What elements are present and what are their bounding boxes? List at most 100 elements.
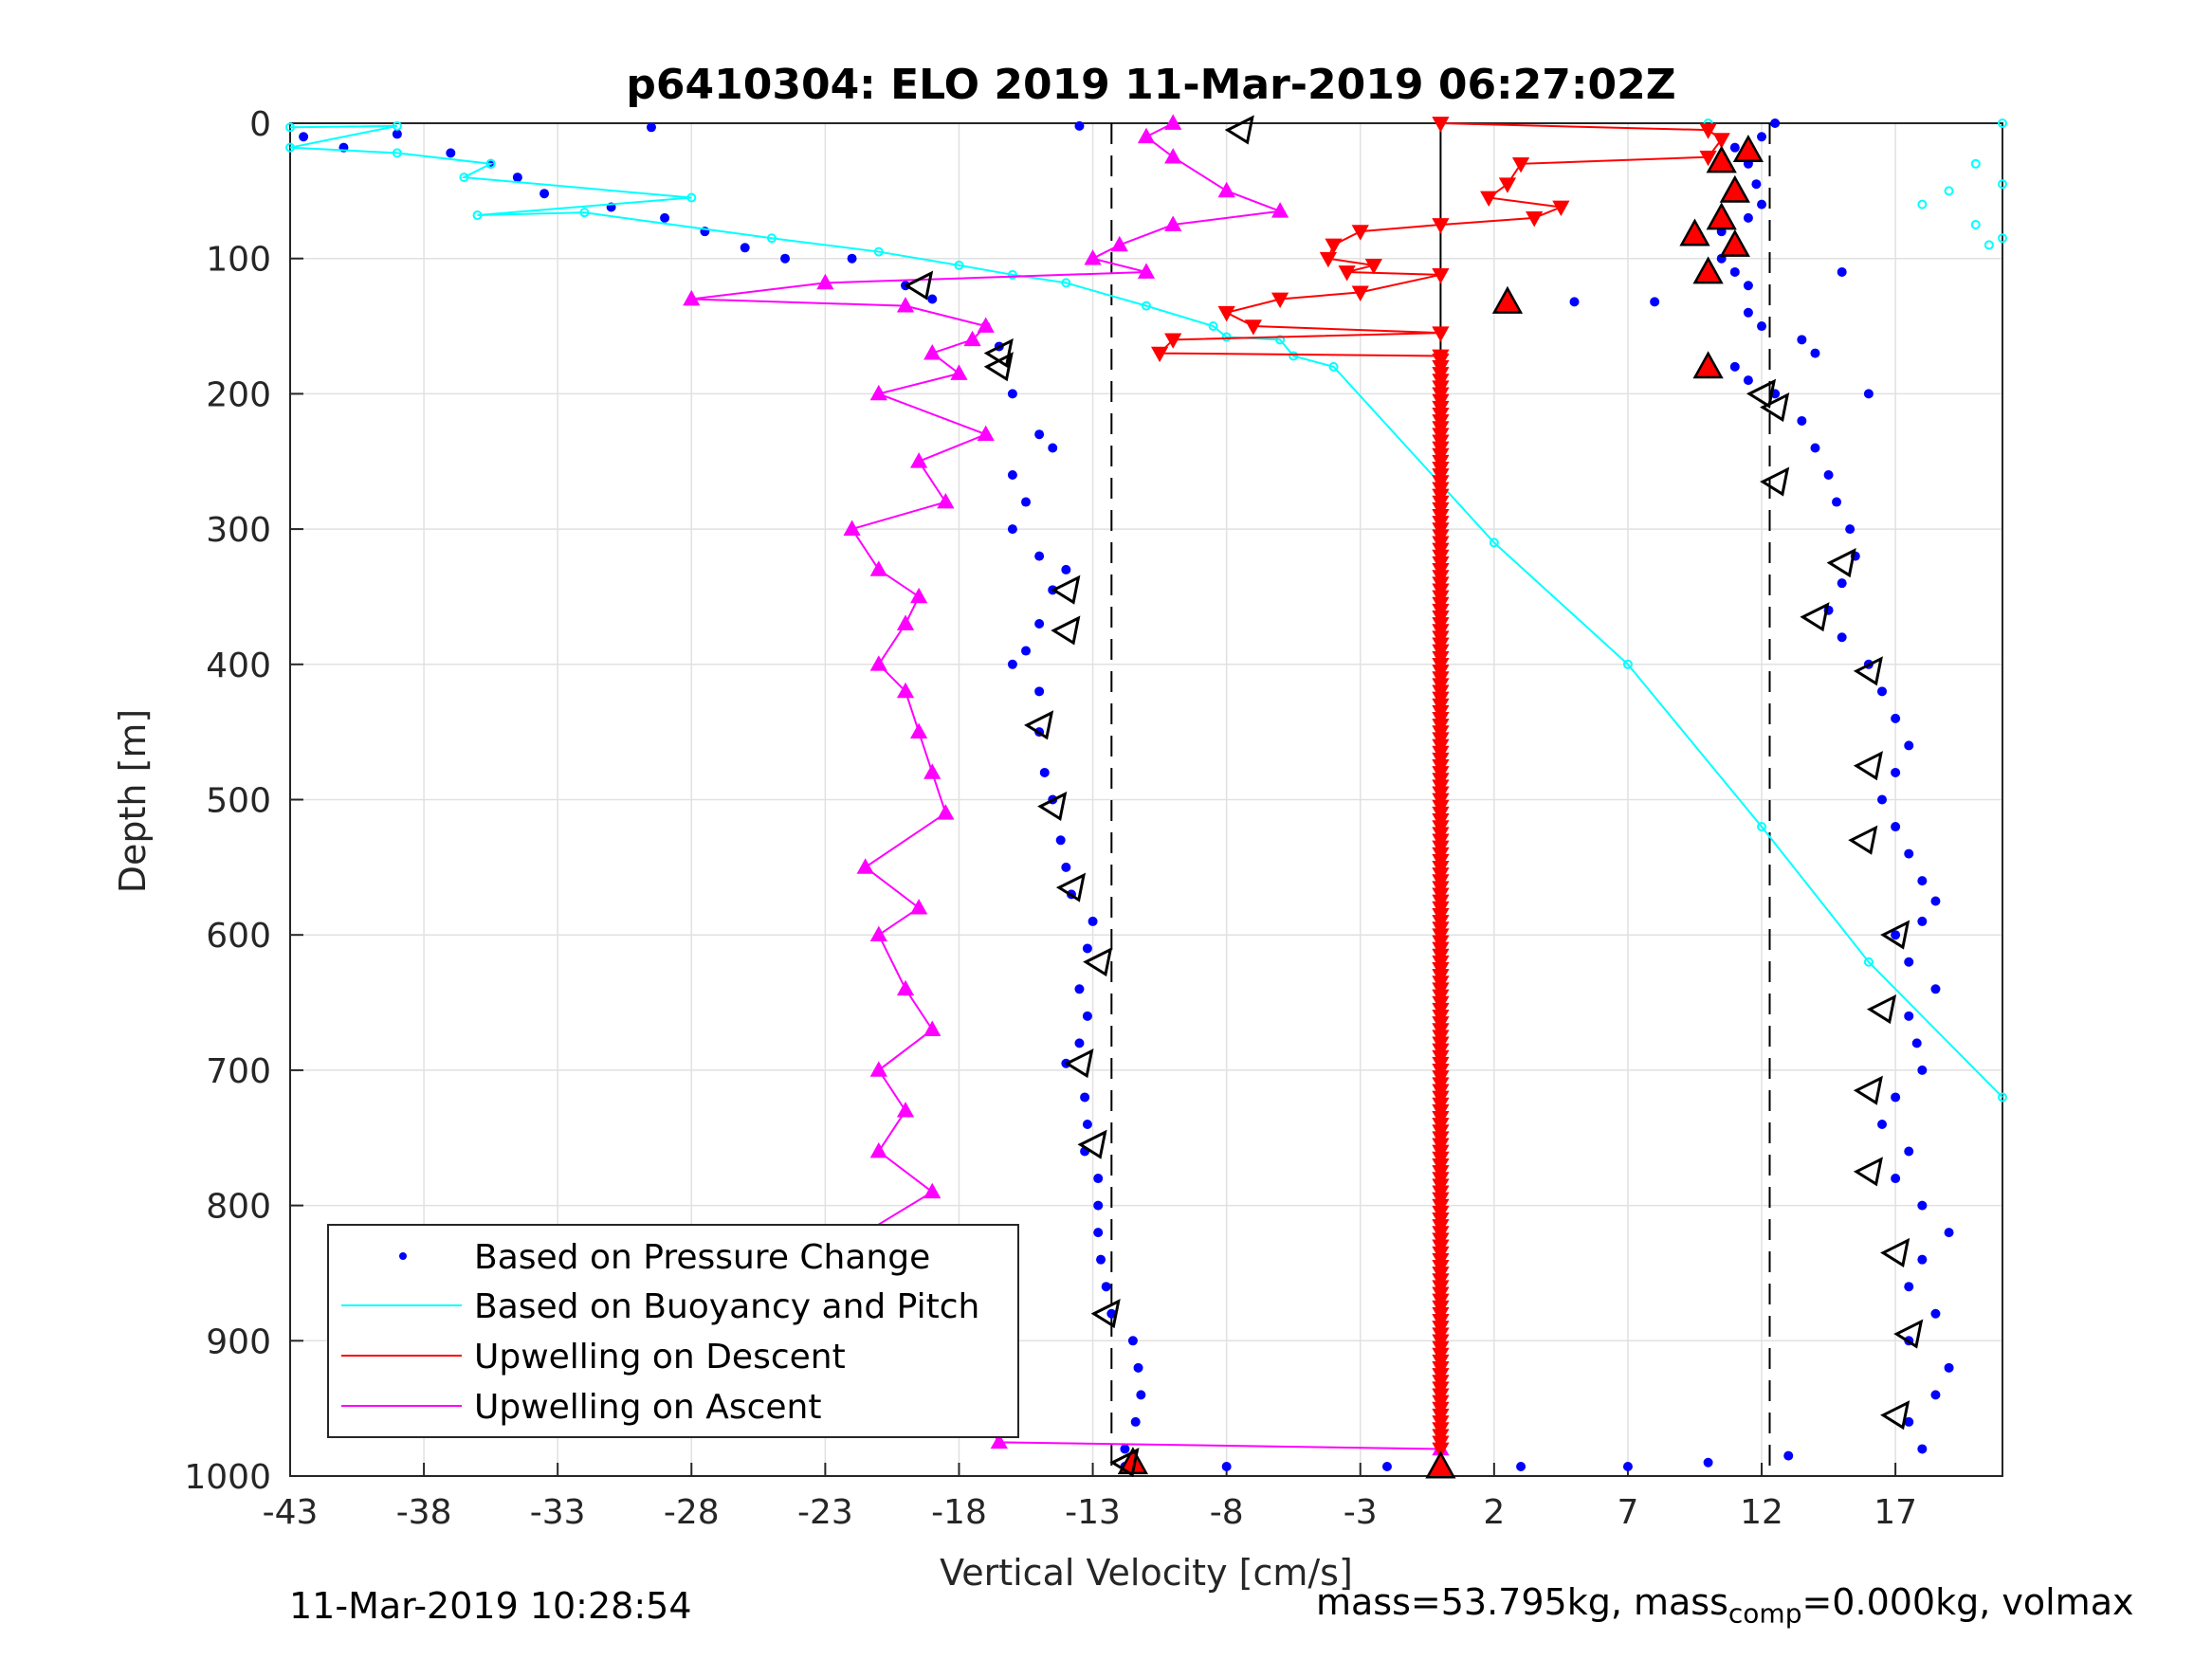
x-tick-label: -23 (797, 1493, 853, 1532)
y-tick-label: 500 (206, 782, 271, 821)
buoyancy-point (766, 233, 777, 244)
pressure-point (1088, 916, 1098, 926)
ascent-upwelling-point (816, 273, 834, 290)
ascent-upwelling-point (977, 425, 995, 442)
descent-upwelling-point (1712, 133, 1730, 149)
y-tick-label: 0 (249, 105, 271, 144)
ascent-upwelling-point (896, 614, 915, 630)
pressure-point (1837, 578, 1847, 589)
pressure-point (1783, 1450, 1794, 1461)
open-triangle-marker (1064, 1048, 1094, 1079)
pressure-point (1093, 1174, 1104, 1184)
ascent-upwelling-point (896, 682, 915, 699)
pressure-point (1904, 740, 1914, 751)
red-triangle-marker (1692, 256, 1724, 284)
buoyancy-point (1622, 659, 1633, 669)
ascent-upwelling-point (910, 722, 928, 738)
pressure-point (1120, 1444, 1130, 1454)
descent-upwelling-point (1511, 156, 1530, 173)
pressure-point (1891, 1092, 1901, 1103)
footer-mass-info: mass=53.795kg, masscomp=0.000kg, volmax (1316, 1581, 2133, 1630)
marker-layer (904, 115, 1924, 1479)
pressure-point (1743, 307, 1753, 318)
pressure-point (1757, 132, 1767, 142)
pressure-point (1930, 1390, 1941, 1400)
pressure-point (1891, 1174, 1901, 1184)
red-triangle-marker (1732, 134, 1764, 162)
y-tick-label: 1000 (184, 1458, 271, 1497)
ascent-upwelling-point (1217, 181, 1235, 198)
x-tick-label: -3 (1344, 1493, 1378, 1532)
pressure-point (1082, 1011, 1092, 1021)
y-tick-label: 900 (206, 1322, 271, 1361)
open-triangle-marker (1853, 751, 1883, 781)
pressure-point (1930, 1308, 1941, 1319)
pressure-point (1055, 835, 1066, 846)
descent-upwelling-point (1699, 123, 1717, 139)
buoyancy-surface-point (1970, 220, 1981, 230)
pressure-point (1516, 1462, 1526, 1472)
ascent-upwelling-point (990, 1432, 1008, 1449)
x-tick-label: -43 (263, 1493, 319, 1532)
ascent-upwelling-point (1271, 202, 1289, 218)
pressure-point (1770, 118, 1781, 128)
pressure-point (1729, 266, 1740, 277)
ascent-upwelling-point (896, 297, 915, 313)
open-triangle-marker (1880, 920, 1910, 950)
pressure-point (1917, 876, 1928, 886)
open-triangle-marker (1024, 710, 1054, 740)
pressure-point (1039, 767, 1050, 777)
pressure-point (1904, 1282, 1914, 1292)
descent-upwelling-column-point (1432, 1442, 1450, 1459)
x-tick-label: 2 (1483, 1493, 1505, 1532)
open-triangle-marker (1880, 1237, 1910, 1267)
x-tick-labels: -43 -38 -33 -28 -23 -18 -13 -8 -3 2 7 12 17 (263, 1493, 1917, 1532)
open-triangle-marker (1037, 791, 1068, 822)
pressure-point (1917, 1254, 1928, 1265)
pressure-point (1810, 348, 1820, 358)
pressure-point (1891, 822, 1901, 832)
open-triangle-marker (1090, 1299, 1121, 1329)
buoyancy-line (289, 124, 2003, 1099)
pressure-point (1074, 1038, 1085, 1048)
red-triangle-marker (1491, 285, 1524, 314)
x-tick-label: -18 (931, 1493, 987, 1532)
pressure-point (646, 122, 656, 133)
pressure-point (1074, 984, 1085, 994)
buoyancy-point (1489, 538, 1499, 548)
pressure-point (1021, 646, 1032, 656)
buoyancy-point (459, 173, 469, 183)
pressure-point (1757, 199, 1767, 210)
pressure-point (1891, 930, 1901, 940)
ascent-upwelling-point (869, 560, 887, 576)
pressure-point (1007, 389, 1017, 399)
pressure-point (1823, 470, 1834, 481)
buoyancy-point (1007, 269, 1017, 280)
red-triangle-marker (1719, 228, 1750, 257)
open-triangle-marker (1853, 656, 1883, 686)
pressure-point (1743, 212, 1753, 223)
x-tick-label: -28 (664, 1493, 720, 1532)
pressure-point (1093, 1200, 1104, 1211)
open-triangle-marker (1224, 115, 1254, 145)
pressure-point (1729, 142, 1740, 153)
descent-upwelling-point (1164, 333, 1182, 349)
open-triangle-marker (1760, 466, 1790, 497)
buoyancy-point (392, 120, 402, 131)
ascent-upwelling-point (937, 492, 955, 509)
y-tick-label: 200 (206, 375, 271, 414)
pressure-point (1944, 1228, 1954, 1238)
pressure-point (1930, 984, 1941, 994)
ascent-upwelling-point (910, 452, 928, 468)
pressure-point (1944, 1362, 1954, 1373)
buoyancy-point (579, 208, 590, 218)
chart-title: p6410304: ELO 2019 11-Mar-2019 06:27:02Z (626, 61, 1675, 109)
open-triangle-marker (1826, 548, 1856, 578)
ascent-upwelling-point (950, 364, 968, 380)
open-triangle-marker (1083, 947, 1113, 977)
pressure-point (1080, 1092, 1090, 1103)
x-tick-label: -33 (530, 1493, 586, 1532)
open-triangle-marker (1760, 392, 1790, 423)
buoyancy-point (686, 192, 697, 203)
pressure-point (1904, 1146, 1914, 1157)
